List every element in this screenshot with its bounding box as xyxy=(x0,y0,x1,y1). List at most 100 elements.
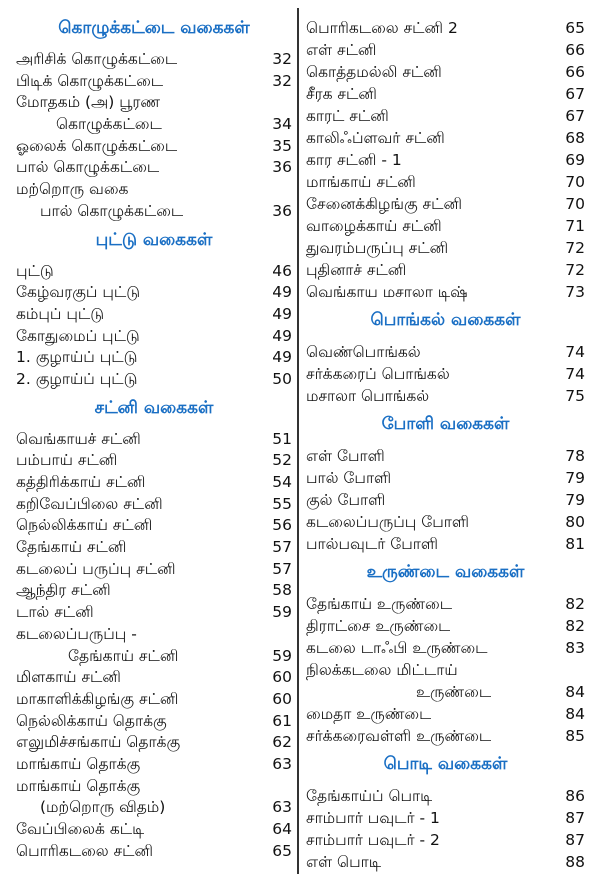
entry-title: கடலைப்பருப்பு போளி xyxy=(306,513,469,531)
index-entry: சீரக சட்னி 67 xyxy=(306,83,585,105)
page-number: 87 xyxy=(565,831,585,849)
entry-title: காலிஃப்ளவர் சட்னி xyxy=(306,129,445,147)
page-number: 52 xyxy=(272,451,292,470)
index-entry: கறிவேப்பிலை சட்னி 55 xyxy=(16,494,292,516)
page-number: 85 xyxy=(565,727,585,745)
index-entry: வெங்காயச் சட்னி 51 xyxy=(16,429,292,451)
entry-title: நிலக்கடலை மிட்டாய் xyxy=(306,661,458,679)
entry-title: டால் சட்னி xyxy=(16,603,94,622)
page-number: 71 xyxy=(565,217,585,235)
entry-title: எலுமிச்சங்காய் தொக்கு xyxy=(16,733,181,752)
entry-title: மிளகாய் சட்னி xyxy=(16,668,121,687)
index-entry: தேங்காய் உருண்டை 82 xyxy=(306,593,585,615)
index-entry: மாங்காய் தொக்கு 63 xyxy=(16,754,292,776)
index-entry: நெல்லிக்காய் தொக்கு 61 xyxy=(16,711,292,733)
index-entry: கடலைப் பருப்பு சட்னி 57 xyxy=(16,559,292,581)
page-number: 59 xyxy=(272,646,292,665)
entry-title: காரட் சட்னி xyxy=(306,107,389,125)
section-heading: கொழுக்கட்டை வகைகள் xyxy=(58,18,250,38)
entry-title: வேப்பிலைக் கட்டி xyxy=(16,820,145,838)
entry-title: கம்புப் புட்டு xyxy=(16,304,105,323)
index-entry-line: மாங்காய் தொக்கு xyxy=(16,776,292,798)
page-number: 59 xyxy=(272,603,292,622)
index-entry: திராட்சை உருண்டை 82 xyxy=(306,615,585,637)
index-entry: பால் கொழுக்கட்டை 36 xyxy=(16,157,292,179)
left-column: கொழுக்கட்டை வகைகள் அரிசிக் கொழுக்கட்டை 32 ப… xyxy=(16,11,292,862)
index-entry-line: மோதகம் (அ) பூரண xyxy=(16,92,292,114)
index-entry: பம்பாய் சட்னி 52 xyxy=(16,450,292,472)
entry-title: மாங்காய் தொக்கு xyxy=(16,776,141,795)
entry-title: மைதா உருண்டை xyxy=(306,705,432,723)
page-number: 67 xyxy=(565,107,585,125)
entry-title: பம்பாய் சட்னி xyxy=(16,451,118,470)
page-number: 61 xyxy=(272,711,292,730)
page-number: 88 xyxy=(565,853,585,871)
index-entry: பிடிக் கொழுக்கட்டை 32 xyxy=(16,71,292,93)
index-entry: துவரம்பருப்பு சட்னி 72 xyxy=(306,237,585,259)
index-entry: வாழைக்காய் சட்னி 71 xyxy=(306,215,585,237)
index-entry: காலிஃப்ளவர் சட்னி 68 xyxy=(306,127,585,149)
entry-title: திராட்சை உருண்டை xyxy=(306,617,451,635)
index-entry-line: நிலக்கடலை மிட்டாய் xyxy=(306,659,585,681)
page-number: 57 xyxy=(272,538,292,557)
index-entry: உருண்டை 84 xyxy=(306,681,585,703)
page-number: 60 xyxy=(272,668,292,687)
index-entry: ஓலைக் கொழுக்கட்டை 35 xyxy=(16,136,292,158)
entry-title: பால் போளி xyxy=(306,469,392,487)
page-number: 66 xyxy=(565,63,585,81)
index-entry: வெண்பொங்கல் 74 xyxy=(306,341,585,363)
entry-title: சேனைக்கிழங்கு சட்னி xyxy=(306,195,463,213)
index-entry: எள் சட்னி 66 xyxy=(306,39,585,61)
entry-title: வெண்பொங்கல் xyxy=(306,343,421,361)
page-number: 79 xyxy=(565,491,585,509)
page-number: 67 xyxy=(565,85,585,103)
entry-title: சீரக சட்னி xyxy=(306,85,377,103)
entry-title: மாங்காய் சட்னி xyxy=(306,173,416,191)
index-entry: ஆந்திர சட்னி 58 xyxy=(16,580,292,602)
index-entry: கொத்தமல்லி சட்னி 66 xyxy=(306,61,585,83)
entry-title: மாகாளிக்கிழங்கு சட்னி xyxy=(16,689,179,708)
right-column: பொரிகடலை சட்னி 2 65 எள் சட்னி 66 கொத்தமல்லி … xyxy=(306,17,585,873)
entry-title: பொரிகடலை சட்னி xyxy=(16,841,154,860)
page-number: 56 xyxy=(272,516,292,535)
index-entry: அரிசிக் கொழுக்கட்டை 32 xyxy=(16,49,292,71)
entry-title: 2. குழாய்ப் புட்டு xyxy=(16,369,138,388)
entry-title: கொத்தமல்லி சட்னி xyxy=(306,63,442,81)
index-entry: புட்டு 46 xyxy=(16,261,292,283)
index-entry: கார சட்னி - 1 69 xyxy=(306,149,585,171)
entry-title: பொரிகடலை சட்னி 2 xyxy=(306,19,458,37)
index-entry: கடலை டாஃபி உருண்டை 83 xyxy=(306,637,585,659)
index-entry: மசாலா பொங்கல் 75 xyxy=(306,385,585,407)
entry-title: நெல்லிக்காய் தொக்கு xyxy=(16,711,167,730)
entry-title: கடலைப் பருப்பு சட்னி xyxy=(16,559,176,578)
entry-title: மசாலா பொங்கல் xyxy=(306,387,430,405)
entry-title: ஓலைக் கொழுக்கட்டை xyxy=(16,136,178,155)
page-number: 54 xyxy=(272,473,292,491)
page-number: 50 xyxy=(272,369,292,388)
index-entry: பால் போளி 79 xyxy=(306,467,585,489)
index-entry: கம்புப் புட்டு 49 xyxy=(16,304,292,326)
page-number: 72 xyxy=(565,239,585,257)
page-number: 55 xyxy=(272,494,292,513)
index-entry: மைதா உருண்டை 84 xyxy=(306,703,585,725)
entry-title: கோதுமைப் புட்டு xyxy=(16,326,140,345)
page-number: 74 xyxy=(565,343,585,361)
index-entry: வெங்காய மசாலா டிஷ் 73 xyxy=(306,281,585,303)
page-number: 65 xyxy=(272,841,292,860)
entry-title: தேங்காய்ப் பொடி xyxy=(306,787,433,805)
index-entry: கொழுக்கட்டை 34 xyxy=(16,114,292,136)
entry-title: வாழைக்காய் சட்னி xyxy=(306,217,442,235)
entry-title: மற்றொரு வகை xyxy=(16,180,129,199)
index-entry: குல் போளி 79 xyxy=(306,489,585,511)
index-entry: வேப்பிலைக் கட்டி 64 xyxy=(16,819,292,841)
page-number: 63 xyxy=(272,798,292,817)
page-number: 70 xyxy=(565,195,585,213)
entry-title: தேங்காய் சட்னி xyxy=(16,538,127,557)
index-entry: பொரிகடலை சட்னி 2 65 xyxy=(306,17,585,39)
page-number: 73 xyxy=(565,283,585,301)
entry-title: சாம்பார் பவுடர் - 1 xyxy=(306,809,440,827)
index-entry: டால் சட்னி 59 xyxy=(16,602,292,624)
page-number: 60 xyxy=(272,689,292,708)
page-number: 49 xyxy=(272,283,292,302)
page-number: 72 xyxy=(565,261,585,279)
